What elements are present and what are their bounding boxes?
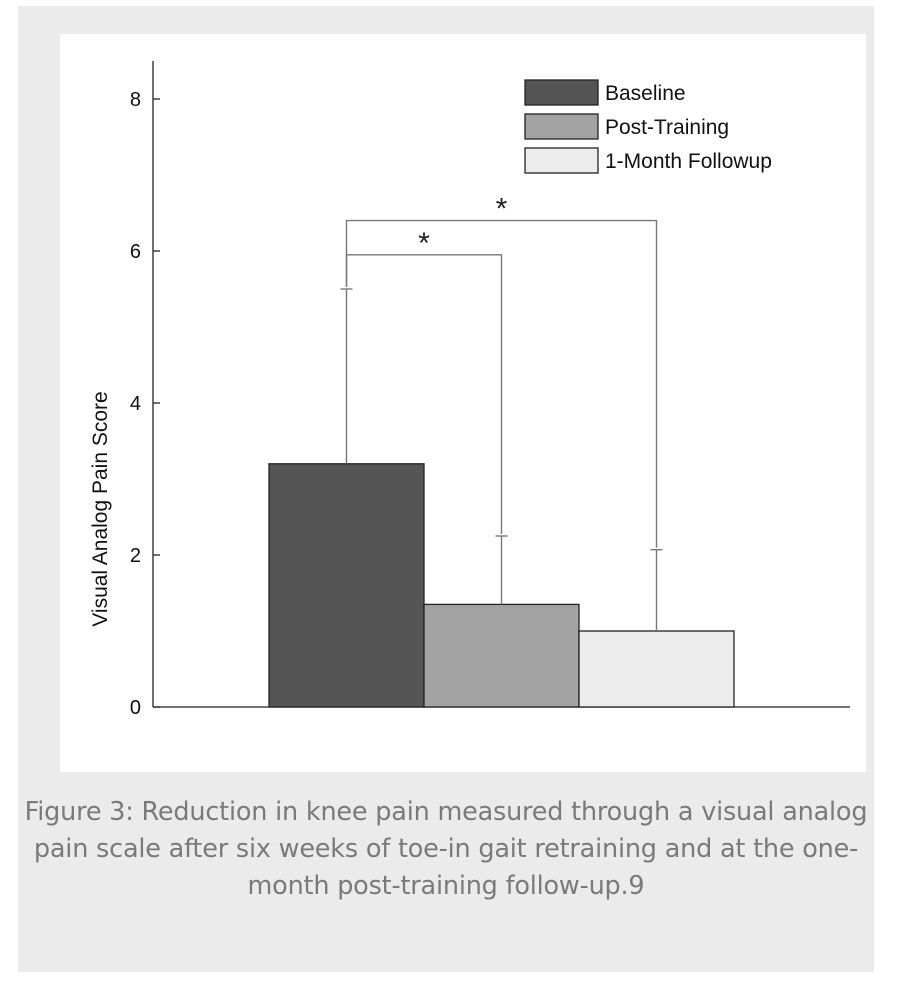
significance-star-1: * [418,227,430,260]
y-tick-label: 8 [130,89,141,111]
figure-panel: 0 2 4 6 8 Visual Analog Pain Score * * Baseline P… [18,6,874,972]
y-tick-label: 6 [130,241,141,263]
significance-bracket-2 [345,219,658,548]
bar-1 [268,463,425,708]
y-tick-label: 4 [130,393,141,415]
bar-chart: 0 2 4 6 8 Visual Analog Pain Score * * Baseline P… [89,61,850,719]
bar-3 [578,630,735,708]
legend-swatch-1 [524,79,599,106]
legend-swatch-3 [524,147,599,174]
significance-star-2: * [496,193,508,226]
y-tick-label: 2 [130,545,141,567]
legend-label-3: 1-Month Followup [605,150,772,173]
bar-2 [423,603,580,708]
y-axis-label: Visual Analog Pain Score [89,391,112,626]
legend-label-1: Baseline [605,82,686,105]
y-tick-label: 0 [130,697,141,719]
figure-caption: Figure 3: Reduction in knee pain measure… [24,797,868,901]
legend-label-2: Post-Training [605,116,729,139]
legend-swatch-2 [524,113,599,140]
plot-area: 0 2 4 6 8 Visual Analog Pain Score * * Baseline P… [60,34,866,772]
